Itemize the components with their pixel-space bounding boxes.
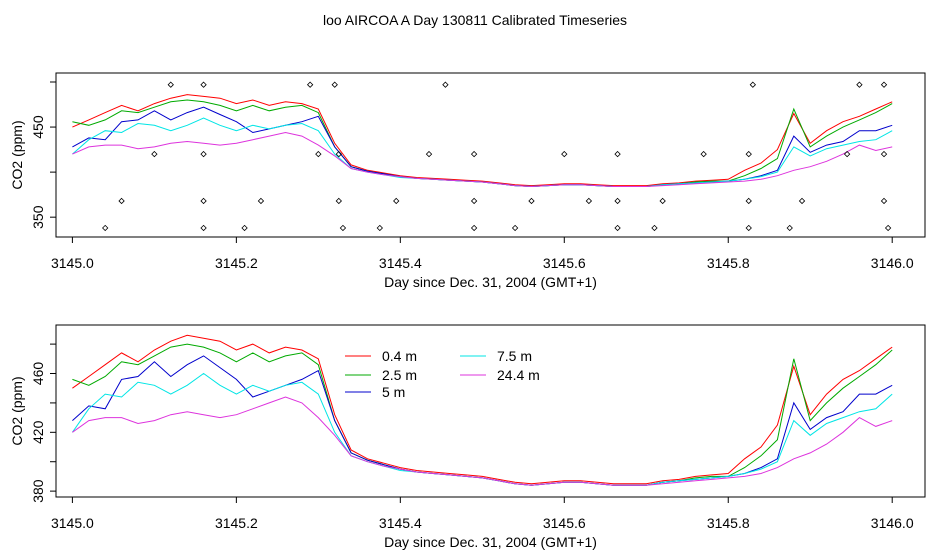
x-tick-label: 3145.2 <box>215 255 258 271</box>
diamond-marker <box>749 81 757 88</box>
series-line-0-4-m <box>72 94 893 187</box>
diamond-marker <box>335 197 343 205</box>
legend-label: 24.4 m <box>497 367 540 383</box>
diamond-marker <box>700 150 707 158</box>
series-line-24-4-m <box>72 131 893 188</box>
y-tick-label: 380 <box>30 479 46 503</box>
y-axis-label: CO2 (ppm) <box>9 376 25 445</box>
diamond-marker <box>200 224 207 232</box>
diamond-marker <box>331 81 338 88</box>
y-tick-label: 420 <box>30 420 46 444</box>
diamond-marker <box>200 197 207 205</box>
diamond-marker <box>167 81 174 88</box>
legend-label: 0.4 m <box>382 348 417 364</box>
diamond-marker <box>511 224 519 232</box>
x-tick-label: 3145.6 <box>543 255 586 271</box>
diamond-marker <box>880 81 888 88</box>
diamond-marker <box>880 197 888 205</box>
diamond-marker <box>745 197 752 205</box>
diamond-marker <box>376 224 383 232</box>
diamond-marker <box>339 224 347 232</box>
diamond-marker <box>561 150 568 158</box>
legend-label: 5 m <box>382 384 405 400</box>
diamond-marker <box>856 81 863 88</box>
diamond-marker <box>118 197 125 205</box>
x-tick-label: 3145.6 <box>543 515 586 531</box>
diamond-marker <box>306 81 314 88</box>
x-tick-label: 3145.0 <box>51 255 94 271</box>
diamond-marker <box>659 197 666 205</box>
x-tick-label: 3145.8 <box>707 255 750 271</box>
series-line-2-5-m <box>72 343 893 486</box>
series-line-7-5-m <box>71 372 893 486</box>
figure-title: loo AIRCOA A Day 130811 Calibrated Times… <box>323 12 627 28</box>
y-tick-label: 460 <box>30 362 46 386</box>
diamond-marker <box>257 197 265 205</box>
diamond-marker <box>470 224 478 232</box>
diamond-marker <box>425 150 433 158</box>
x-tick-label: 3145.4 <box>379 515 422 531</box>
x-axis-label: Day since Dec. 31, 2004 (GMT+1) <box>384 534 597 550</box>
y-axis-label: CO2 (ppm) <box>9 120 25 189</box>
diamond-marker <box>745 224 752 232</box>
top-panel: 3145.0 3145.2 3145.4 3145.6 3145.8 3146.0 Day … <box>9 72 926 290</box>
bottom-panel: 3145.0 3145.2 3145.4 3145.6 3145.8 3146.0 Day … <box>9 324 926 550</box>
legend-label: 2.5 m <box>382 367 417 383</box>
diamond-marker <box>614 150 621 158</box>
plot-frame <box>55 72 926 238</box>
x-tick-label: 3145.4 <box>379 255 422 271</box>
x-axis-label: Day since Dec. 31, 2004 (GMT+1) <box>384 274 597 290</box>
series-line-0-4-m <box>72 334 893 485</box>
diamond-marker <box>884 224 892 232</box>
diamond-marker <box>200 150 207 158</box>
x-tick-label: 3145.8 <box>707 515 750 531</box>
diamond-marker <box>614 197 621 205</box>
x-tick-label: 3145.2 <box>215 515 258 531</box>
diamond-marker <box>745 150 752 158</box>
diamond-marker <box>786 224 793 232</box>
diamond-marker <box>614 224 621 232</box>
diamond-marker <box>651 224 658 232</box>
series-line-7-5-m <box>72 117 893 188</box>
x-tick-label: 3145.0 <box>51 515 94 531</box>
diamond-marker <box>200 81 207 88</box>
y-tick-label: 350 <box>30 205 46 229</box>
plot-frame <box>55 324 926 498</box>
diamond-marker <box>241 224 248 232</box>
diamond-marker <box>880 150 888 158</box>
x-tick-label: 3146.0 <box>871 515 914 531</box>
legend-label: 7.5 m <box>497 348 532 364</box>
diamond-marker <box>393 197 400 205</box>
series-line-2-5-m <box>72 99 893 188</box>
diamond-marker <box>102 224 109 232</box>
x-tick-label: 3146.0 <box>871 255 914 271</box>
diamond-marker <box>843 150 851 158</box>
diamond-marker <box>151 150 158 158</box>
diamond-marker <box>315 150 322 158</box>
diamond-marker <box>798 197 806 205</box>
diamond-marker <box>528 197 535 205</box>
diamond-marker <box>470 150 478 158</box>
diamond-marker <box>442 81 449 88</box>
diamond-marker <box>470 197 478 205</box>
series-line-24-4-m <box>72 396 893 486</box>
diamond-marker <box>585 197 593 205</box>
diamond-marker <box>335 150 343 158</box>
y-tick-label: 450 <box>30 115 46 139</box>
